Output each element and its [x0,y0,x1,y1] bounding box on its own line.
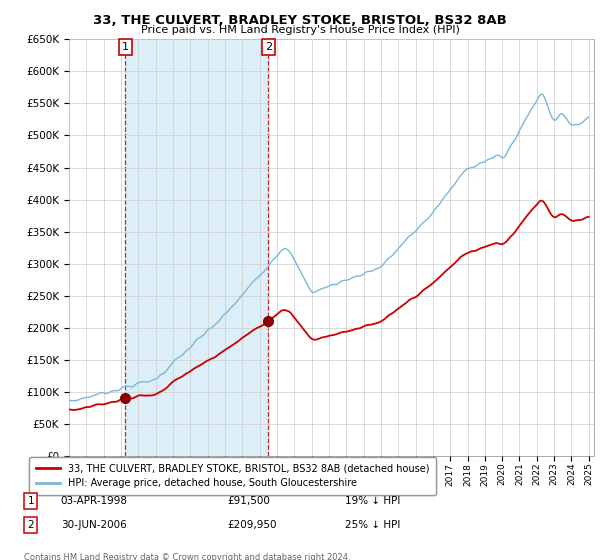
Text: £209,950: £209,950 [227,520,277,530]
Text: Contains HM Land Registry data © Crown copyright and database right 2024.
This d: Contains HM Land Registry data © Crown c… [24,553,350,560]
Text: £91,500: £91,500 [227,496,270,506]
Text: 19% ↓ HPI: 19% ↓ HPI [346,496,401,506]
Legend: 33, THE CULVERT, BRADLEY STOKE, BRISTOL, BS32 8AB (detached house), HPI: Average: 33, THE CULVERT, BRADLEY STOKE, BRISTOL,… [29,457,436,495]
Bar [125,39,268,456]
Text: 1: 1 [122,42,129,52]
Text: Price paid vs. HM Land Registry's House Price Index (HPI): Price paid vs. HM Land Registry's House … [140,25,460,35]
Text: 2: 2 [28,520,34,530]
Text: 30-JUN-2006: 30-JUN-2006 [61,520,127,530]
Text: 33, THE CULVERT, BRADLEY STOKE, BRISTOL, BS32 8AB: 33, THE CULVERT, BRADLEY STOKE, BRISTOL,… [93,14,507,27]
Text: 25% ↓ HPI: 25% ↓ HPI [346,520,401,530]
Text: 03-APR-1998: 03-APR-1998 [61,496,128,506]
Text: 2: 2 [265,42,272,52]
Text: 1: 1 [28,496,34,506]
